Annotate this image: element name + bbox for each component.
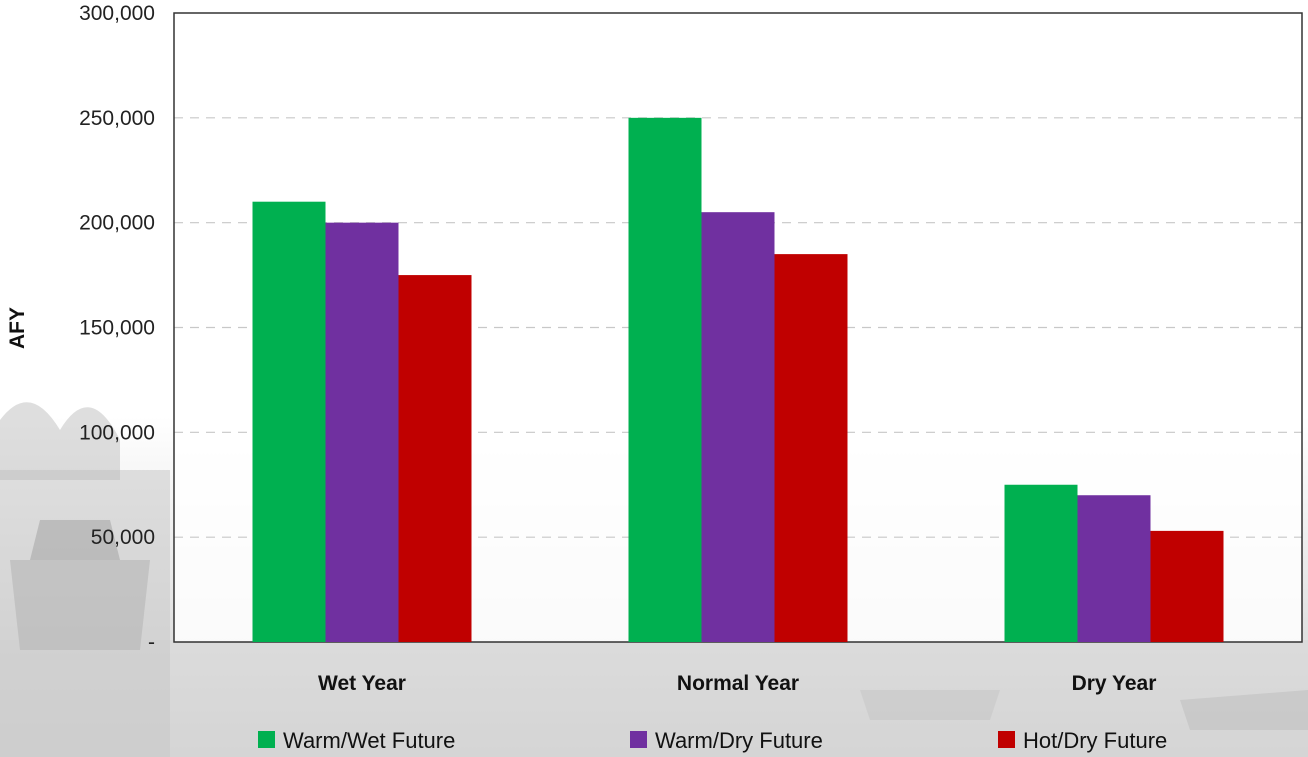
- y-tick-label: 300,000: [79, 2, 155, 25]
- y-tick-label: -: [148, 631, 155, 654]
- bar: [774, 254, 848, 642]
- bar: [1004, 484, 1078, 642]
- bar: [628, 117, 702, 643]
- x-category-label: Wet Year: [318, 672, 406, 695]
- bar: [1077, 495, 1151, 642]
- bar: [325, 222, 399, 642]
- x-category-label: Dry Year: [1072, 672, 1157, 695]
- legend-label: Warm/Dry Future: [655, 728, 823, 753]
- bar: [252, 201, 326, 642]
- y-tick-label: 50,000: [91, 526, 155, 549]
- y-tick-label: 200,000: [79, 212, 155, 235]
- bar: [1150, 530, 1224, 642]
- legend-label: Warm/Wet Future: [283, 728, 455, 753]
- y-tick-label: 250,000: [79, 107, 155, 130]
- bar: [398, 275, 472, 642]
- y-tick-label: 100,000: [79, 421, 155, 444]
- legend-swatch: [998, 731, 1015, 748]
- legend-swatch: [630, 731, 647, 748]
- y-axis-title: AFY: [6, 307, 29, 349]
- legend-swatch: [258, 731, 275, 748]
- bar: [701, 212, 775, 642]
- x-category-label: Normal Year: [677, 672, 799, 695]
- y-tick-label: 150,000: [79, 317, 155, 340]
- legend-label: Hot/Dry Future: [1023, 728, 1167, 753]
